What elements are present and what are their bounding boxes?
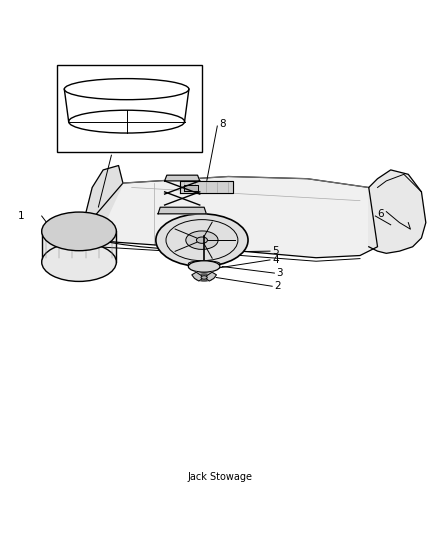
Polygon shape xyxy=(180,181,232,193)
Text: 1: 1 xyxy=(18,211,24,221)
Ellipse shape xyxy=(194,274,213,281)
Text: 6: 6 xyxy=(377,209,383,219)
Text: 4: 4 xyxy=(272,255,278,265)
Polygon shape xyxy=(184,185,197,191)
Text: 5: 5 xyxy=(272,246,278,256)
Text: Jack Stowage: Jack Stowage xyxy=(187,472,251,482)
Bar xyxy=(57,64,201,152)
Polygon shape xyxy=(191,272,204,281)
Ellipse shape xyxy=(155,214,247,266)
Polygon shape xyxy=(96,176,377,258)
Ellipse shape xyxy=(185,231,218,249)
Polygon shape xyxy=(204,272,216,281)
Ellipse shape xyxy=(188,261,219,266)
Text: 2: 2 xyxy=(274,281,280,291)
Ellipse shape xyxy=(188,261,219,272)
Polygon shape xyxy=(368,170,425,253)
Ellipse shape xyxy=(196,237,207,244)
Ellipse shape xyxy=(42,243,116,281)
Polygon shape xyxy=(158,207,206,214)
Text: 8: 8 xyxy=(219,119,226,129)
Polygon shape xyxy=(164,175,199,181)
Text: 3: 3 xyxy=(276,268,283,278)
Ellipse shape xyxy=(42,212,116,251)
Polygon shape xyxy=(42,231,116,262)
Text: 9: 9 xyxy=(188,134,194,144)
Ellipse shape xyxy=(201,276,207,279)
Polygon shape xyxy=(85,166,123,240)
